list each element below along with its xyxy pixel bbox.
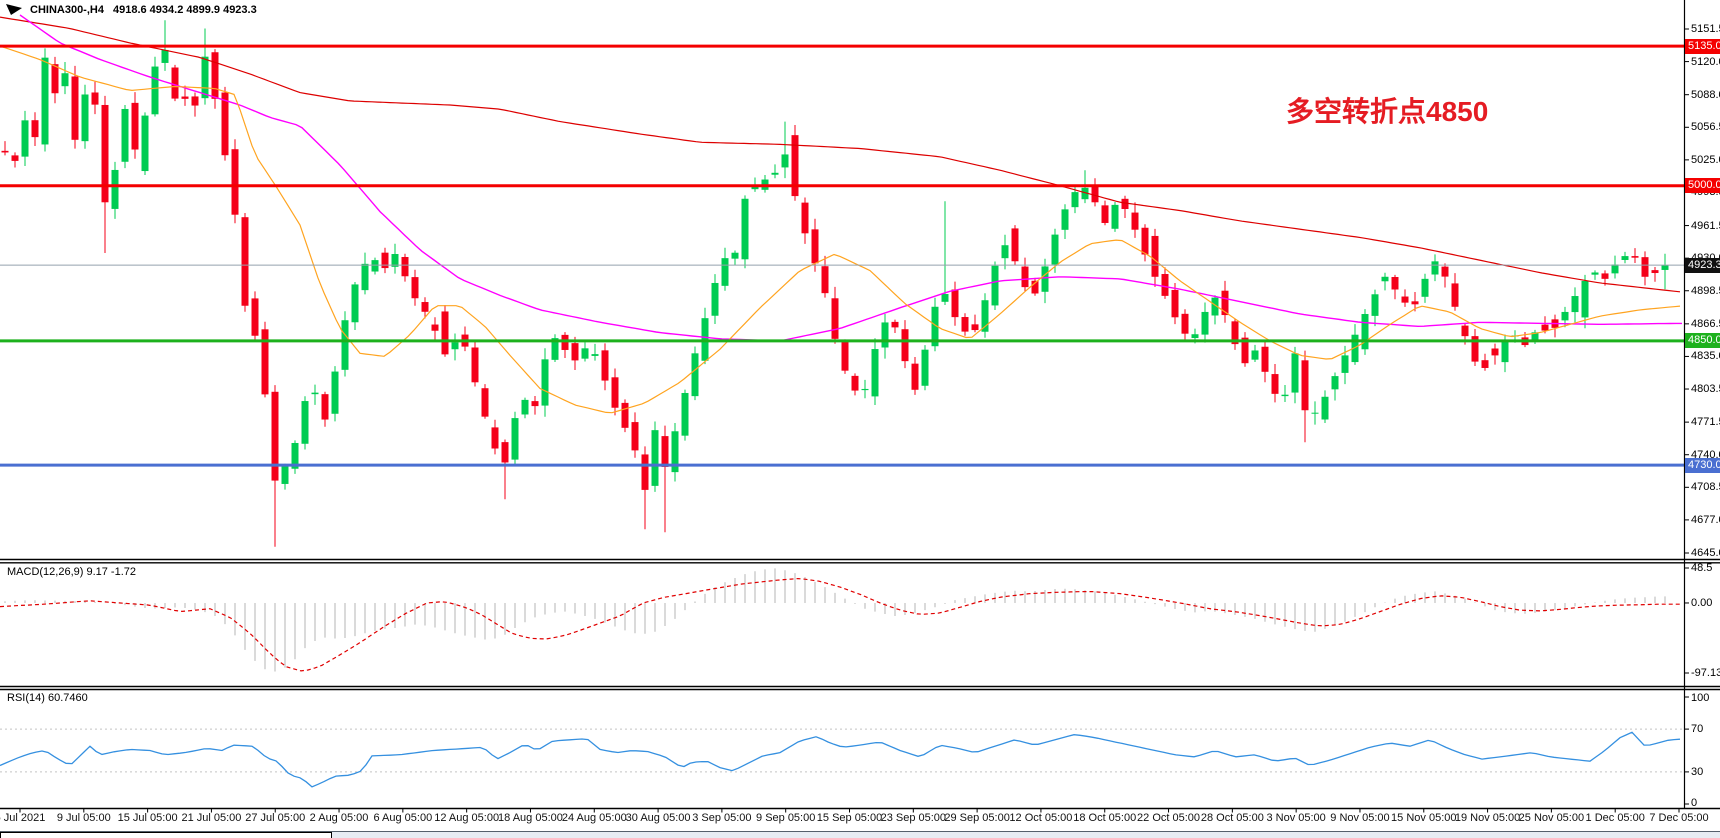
time-axis-label: 2 Aug 05:00 <box>309 812 369 824</box>
price-tick-label: 4708.5 <box>1691 481 1720 494</box>
time-axis-label: 15 Jul 05:00 <box>117 812 178 824</box>
price-tick-label: 5025.0 <box>1691 153 1720 166</box>
ma-mid-magenta <box>19 14 1682 342</box>
scrollbar-thumb[interactable] <box>0 832 332 838</box>
price-tick-label: 4898.5 <box>1691 284 1720 297</box>
annotation-text: 多空转折点4850 <box>1286 96 1489 127</box>
time-axis-label: 30 Aug 05:00 <box>625 812 691 824</box>
price-tick-label: 4803.5 <box>1691 383 1720 396</box>
ma-fast-orange <box>0 45 1681 414</box>
time-axis-label: 15 Sep 05:00 <box>816 812 883 824</box>
horizontal-scrollbar[interactable] <box>0 831 1720 838</box>
macd-axis-label: -97.13 <box>1691 667 1720 679</box>
price-tick-label: 5056.5 <box>1691 121 1720 134</box>
price-tick-label: 4835.0 <box>1691 350 1720 363</box>
time-axis-label: 5 Jul 2021 <box>0 812 46 824</box>
time-axis-label: 6 Aug 05:00 <box>373 812 433 824</box>
price-tick-label: 5151.5 <box>1691 23 1720 35</box>
price-tag-4850.0: 4850.0 <box>1685 333 1720 349</box>
time-axis-label: 18 Aug 05:00 <box>498 812 563 824</box>
price-tick-label: 5088.0 <box>1691 88 1720 101</box>
time-axis-label: 12 Aug 05:00 <box>434 812 500 824</box>
price-tick-label: 4961.5 <box>1691 219 1720 232</box>
ohlc-values: 4918.6 4934.2 4899.9 4923.3 <box>112 3 257 16</box>
price-tag-5000.0: 5000.0 <box>1685 178 1720 194</box>
rsi-axis-label: 30 <box>1691 765 1704 778</box>
price-tick-label: 4645.0 <box>1691 547 1720 559</box>
time-axis-label: 9 Nov 05:00 <box>1330 812 1390 824</box>
price-tick-label: 4677.0 <box>1691 513 1720 526</box>
price-tick-label: 4771.5 <box>1691 416 1720 429</box>
price-tag-4730.0: 4730.0 <box>1685 457 1720 473</box>
macd-signal-line <box>0 577 1680 672</box>
time-axis-label: 21 Jul 05:00 <box>181 812 242 824</box>
chart-shift-marker-icon <box>6 3 23 16</box>
time-axis-label: 7 Dec 05:00 <box>1649 812 1709 824</box>
time-axis-label: 9 Sep 05:00 <box>756 812 816 824</box>
rsi-axis-label: 70 <box>1691 723 1704 736</box>
rsi-indicator-label: RSI(14) 60.7460 <box>7 692 88 704</box>
price-tag-5135.0: 5135.0 <box>1685 38 1720 54</box>
time-axis-label: 22 Oct 05:00 <box>1137 812 1201 824</box>
price-tick-label: 5120.0 <box>1691 55 1720 68</box>
rsi-axis-label: 0 <box>1691 797 1698 809</box>
time-axis-label: 18 Oct 05:00 <box>1073 812 1137 824</box>
time-axis-label: 15 Nov 05:00 <box>1391 812 1457 824</box>
time-axis-label: 29 Sep 05:00 <box>944 812 1010 824</box>
time-axis-label: 25 Nov 05:00 <box>1518 812 1585 824</box>
macd-indicator-label: MACD(12,26,9) 9.17 -1.72 <box>7 566 137 578</box>
ma-slow-red <box>0 16 1681 293</box>
price-tag-4923.3: 4923.3 <box>1685 257 1720 273</box>
time-axis-label: 23 Sep 05:00 <box>880 812 947 824</box>
time-axis-label: 27 Jul 05:00 <box>245 812 306 824</box>
time-axis-label: 3 Nov 05:00 <box>1266 812 1326 824</box>
time-axis-label: 1 Dec 05:00 <box>1585 812 1645 824</box>
time-axis-label: 9 Jul 05:00 <box>56 812 111 824</box>
time-axis-label: 3 Sep 05:00 <box>692 812 752 824</box>
time-axis-label: 19 Nov 05:00 <box>1454 812 1521 824</box>
time-axis-label: 28 Oct 05:00 <box>1200 812 1264 824</box>
time-axis-label: 12 Oct 05:00 <box>1009 812 1073 824</box>
macd-axis-label: 48.5 <box>1691 562 1713 574</box>
rsi-axis-label: 100 <box>1691 692 1710 704</box>
time-axis-label: 24 Aug 05:00 <box>561 812 627 824</box>
price-tick-label: 4866.5 <box>1691 317 1720 330</box>
macd-axis-label: 0.00 <box>1691 596 1713 609</box>
symbol-timeframe-label: CHINA300-,H4 <box>30 3 104 16</box>
chart-title: CHINA300-,H4 4918.6 4934.2 4899.9 4923.3 <box>6 3 257 16</box>
rsi-line <box>0 731 1681 788</box>
